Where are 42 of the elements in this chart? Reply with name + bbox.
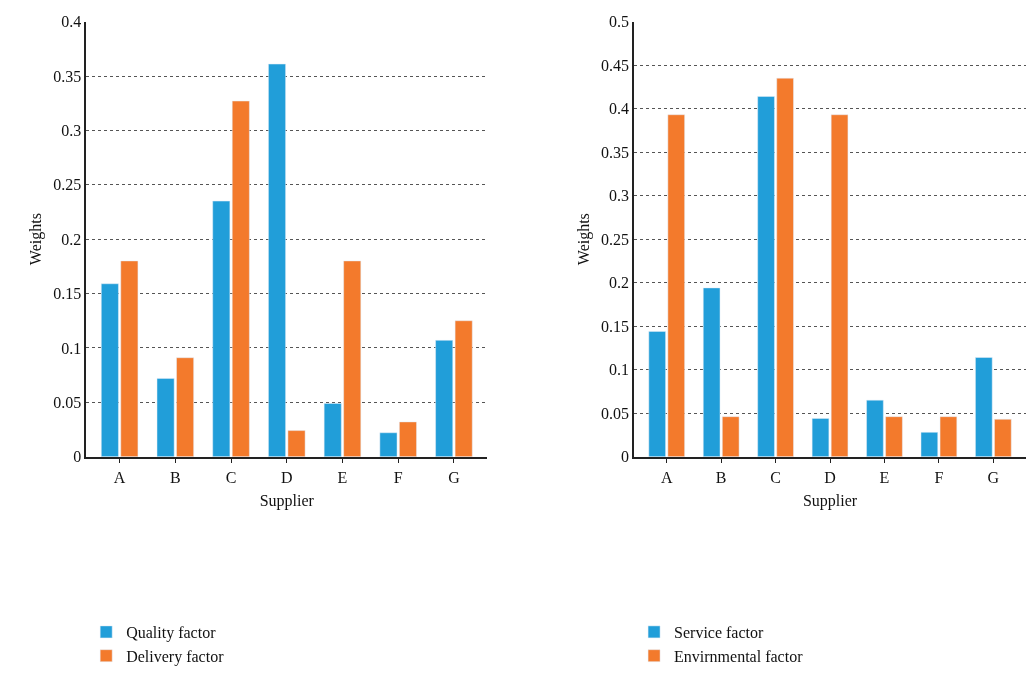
y-tick-label: 0.4	[61, 13, 82, 31]
y-tick-label: 0.25	[601, 230, 630, 248]
y-tick-label: 0.35	[53, 67, 82, 85]
y-tick-label: 0.15	[601, 317, 630, 335]
y-axis-title: Weights	[26, 213, 45, 266]
y-tick-label: 0.3	[61, 121, 82, 139]
x-tick-label: D	[824, 468, 836, 486]
x-tick-label: C	[770, 468, 781, 486]
y-tick-label: 0.05	[53, 393, 82, 411]
y-tick-label: 0.25	[53, 176, 82, 194]
y-tick-label: 0.2	[61, 230, 82, 248]
x-tick-label: B	[715, 468, 727, 486]
x-tick-label: F	[934, 468, 944, 486]
legend-label: Envirnmental factor	[674, 647, 804, 665]
y-tick-label: 0.05	[601, 404, 630, 422]
x-tick-label: F	[393, 468, 403, 486]
legend-label: Delivery factor	[126, 647, 225, 666]
x-tick-label: B	[170, 468, 181, 486]
x-tick-label: A	[660, 468, 673, 486]
y-tick-label: 0.5	[609, 13, 630, 31]
y-tick-label: 0.35	[601, 143, 630, 161]
y-tick-label: 0.1	[609, 361, 630, 379]
x-tick-label: D	[280, 468, 293, 486]
y-tick-label: 0.45	[601, 56, 630, 74]
y-tick-label: 0.2	[609, 274, 630, 292]
x-tick-label: A	[113, 468, 126, 486]
x-tick-label: G	[448, 468, 461, 486]
y-tick-label: 0.15	[53, 285, 82, 303]
x-tick-label: E	[879, 468, 890, 486]
x-axis-title: Supplier	[802, 491, 858, 510]
y-tick-label: 0.3	[609, 187, 630, 205]
y-tick-label: 0	[73, 448, 82, 466]
y-tick-label: 0	[621, 448, 630, 466]
y-tick-label: 0.4	[609, 100, 630, 118]
x-axis-title: Supplier	[259, 491, 315, 510]
x-tick-label: G	[987, 468, 1000, 486]
x-tick-label: E	[337, 468, 348, 486]
x-tick-label: C	[225, 468, 237, 486]
legend-label: Service factor	[674, 624, 765, 642]
y-tick-label: 0.1	[61, 339, 82, 357]
legend-label: Quality factor	[126, 624, 217, 643]
y-axis-title: Weights	[574, 213, 593, 266]
